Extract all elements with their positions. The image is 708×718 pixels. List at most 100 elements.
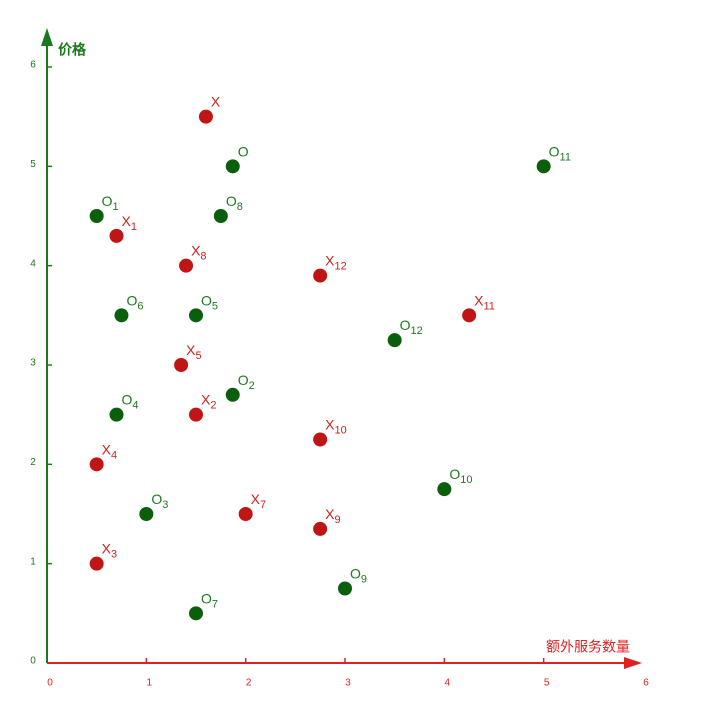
- y-tick-label: 4: [30, 258, 36, 269]
- point-letter: O: [226, 193, 237, 209]
- point-subscript: 10: [460, 474, 472, 486]
- point-letter: O: [549, 143, 560, 159]
- point: [89, 556, 104, 571]
- point-subscript: 5: [195, 350, 201, 362]
- point-subscript: 10: [335, 424, 347, 436]
- x-tick-label: 5: [544, 678, 550, 689]
- point-label: X12: [325, 252, 347, 272]
- point-subscript: 9: [335, 514, 341, 526]
- point: [189, 308, 203, 323]
- point: [109, 407, 124, 422]
- point: [437, 482, 452, 497]
- point: [387, 333, 402, 348]
- point-subscript: 4: [111, 449, 117, 461]
- point-letter: O: [238, 372, 249, 388]
- x-axis-arrow: [624, 657, 642, 669]
- point-subscript: 12: [411, 325, 423, 337]
- point: [174, 358, 189, 372]
- y-tick-label: 1: [30, 556, 36, 567]
- point-letter: X: [325, 416, 335, 432]
- point-letter: X: [102, 441, 112, 457]
- point-letter: O: [127, 292, 138, 308]
- point: [89, 209, 104, 223]
- point-subscript: 7: [212, 598, 218, 610]
- point: [109, 228, 124, 243]
- point-label: X2: [201, 391, 216, 411]
- point: [179, 258, 194, 273]
- point-label: X8: [191, 242, 206, 262]
- x-tick-label: 1: [147, 678, 153, 689]
- point-subscript: 1: [131, 221, 137, 233]
- point-label: X3: [102, 540, 117, 560]
- point: [462, 308, 477, 323]
- point: [238, 507, 253, 521]
- point-label: X7: [251, 491, 266, 511]
- point: [313, 521, 328, 536]
- point: [338, 581, 352, 596]
- point-label: X1: [122, 213, 137, 233]
- point-subscript: 3: [111, 549, 117, 561]
- point-letter: X: [325, 252, 335, 268]
- point: [139, 507, 154, 521]
- point-label: X: [211, 93, 221, 109]
- point: [189, 606, 203, 621]
- point-letter: X: [186, 342, 196, 358]
- point: [189, 407, 203, 422]
- x-tick-label: 3: [345, 678, 351, 689]
- point-subscript: 3: [162, 499, 168, 511]
- x-tick-label: 6: [643, 678, 649, 689]
- point: [225, 387, 240, 402]
- point-letter: X: [102, 540, 112, 556]
- point-label: O2: [238, 372, 255, 392]
- y-tick-label: 3: [30, 358, 36, 369]
- point-subscript: 2: [210, 400, 216, 412]
- point-label: O4: [122, 391, 139, 411]
- x-axis-label: 额外服务数量: [546, 639, 630, 655]
- point-subscript: 5: [212, 300, 218, 312]
- point-subscript: 8: [200, 251, 206, 263]
- y-tick-label: 0: [30, 656, 36, 667]
- point: [213, 209, 228, 223]
- point-subscript: 12: [335, 261, 347, 273]
- point-letter: O: [122, 391, 133, 407]
- point-label: O9: [350, 565, 367, 585]
- point-subscript: 4: [132, 400, 138, 412]
- point: [536, 159, 551, 174]
- point-label: O7: [201, 590, 218, 610]
- point-subscript: 9: [361, 573, 367, 585]
- point-letter: O: [350, 565, 361, 581]
- point-label: O1: [102, 193, 119, 213]
- point-label: O3: [151, 491, 168, 511]
- point-letter: X: [191, 242, 201, 258]
- point-label: O8: [226, 193, 243, 213]
- point-subscript: 11: [560, 151, 571, 163]
- point-label: O11: [549, 143, 571, 163]
- point-label: O10: [449, 466, 472, 486]
- point-letter: X: [474, 292, 484, 308]
- point: [313, 268, 328, 283]
- point-subscript: 1: [113, 201, 119, 213]
- point-label: X11: [474, 292, 495, 312]
- y-axis-label: 价格: [58, 42, 87, 58]
- point-letter: X: [251, 491, 261, 507]
- point-label: O6: [127, 292, 144, 312]
- point-letter: O: [201, 590, 212, 606]
- y-tick-label: 5: [30, 159, 36, 170]
- x-tick-label: 4: [445, 678, 451, 689]
- point-letter: O: [151, 491, 162, 507]
- point-letter: O: [102, 193, 113, 209]
- point-subscript: 6: [137, 300, 143, 312]
- point-subscript: 11: [484, 300, 495, 312]
- point-letter: X: [122, 213, 132, 229]
- point-subscript: 2: [249, 380, 255, 392]
- point-letter: X: [201, 391, 211, 407]
- point-label: O12: [400, 317, 423, 337]
- point-label: X10: [325, 416, 347, 436]
- point-letter: O: [449, 466, 460, 482]
- x-tick-label: 0: [47, 678, 53, 689]
- point: [114, 308, 129, 323]
- point: [225, 159, 240, 174]
- point-letter: O: [400, 317, 411, 333]
- point-label: X4: [102, 441, 117, 461]
